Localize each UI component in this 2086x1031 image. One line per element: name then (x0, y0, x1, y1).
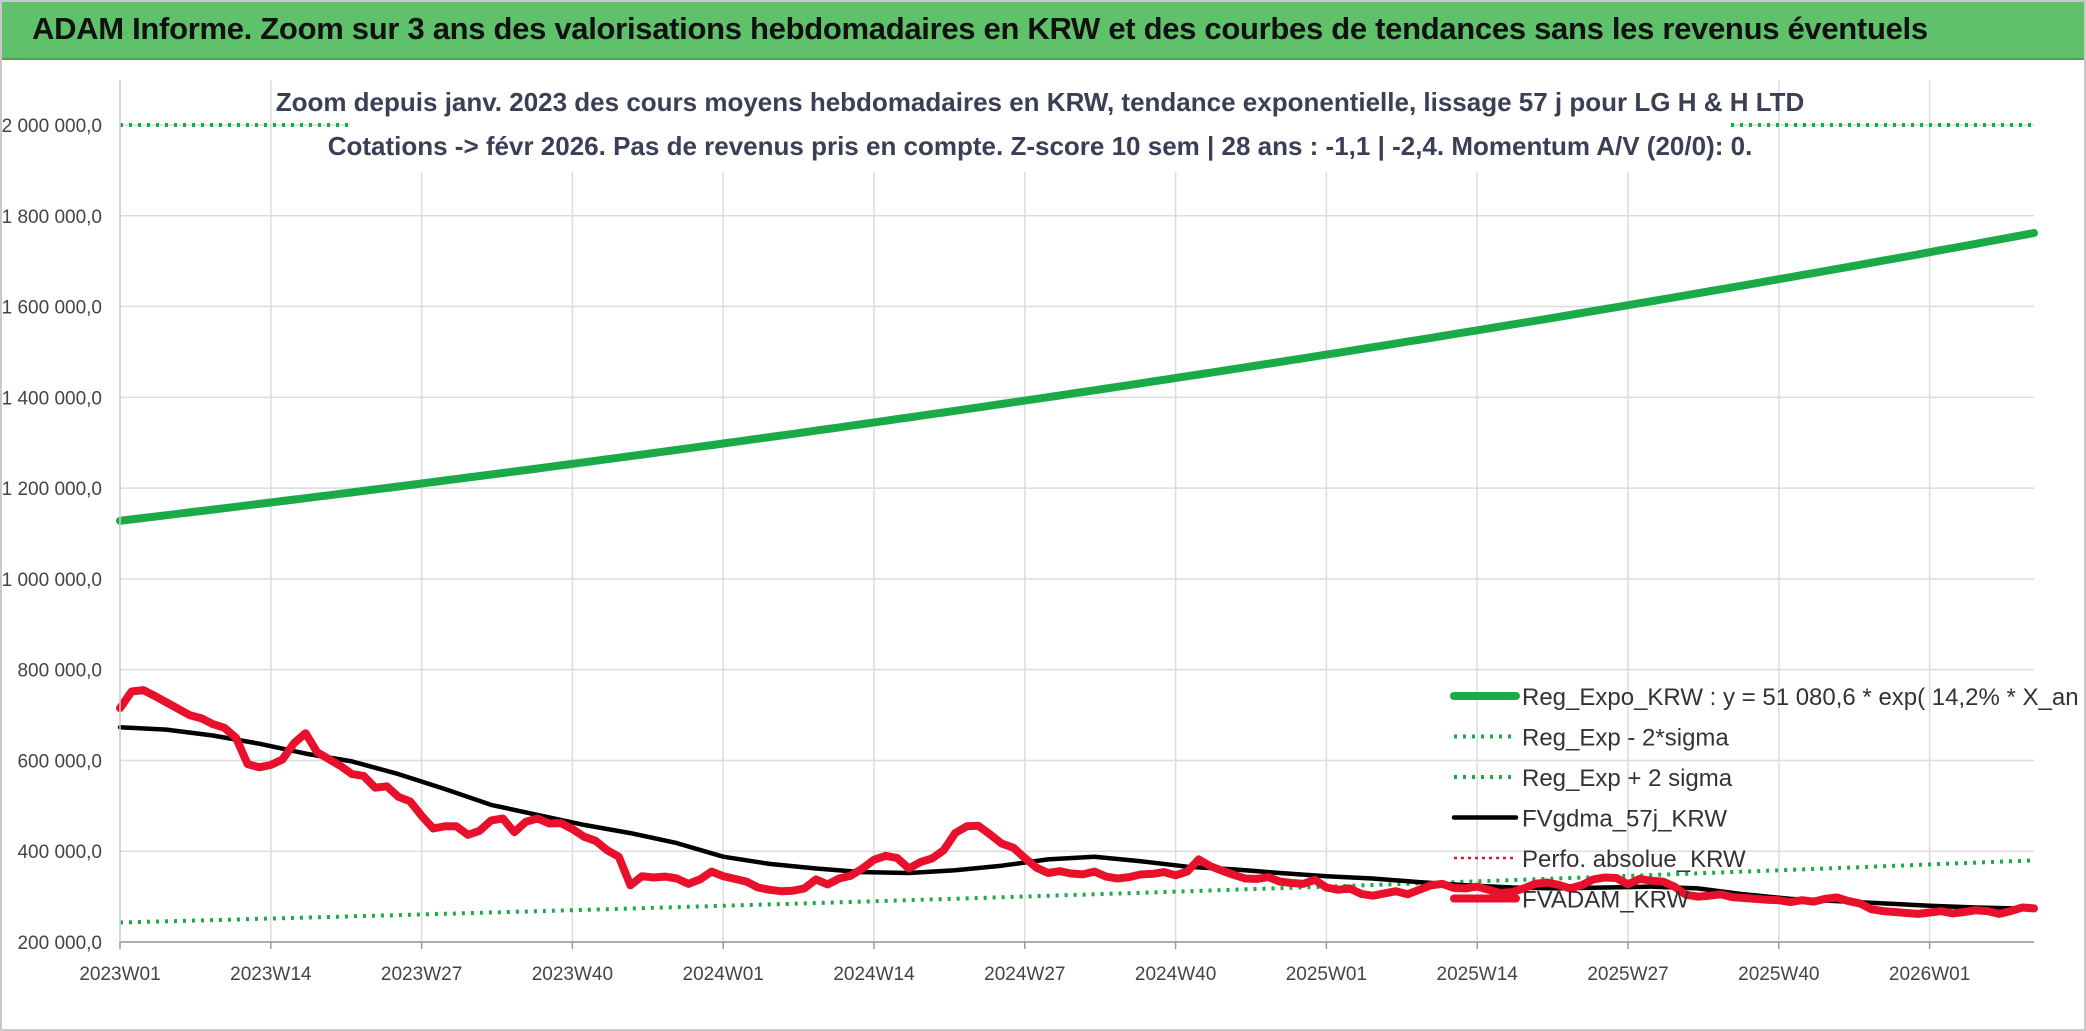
page-title: ADAM Informe. Zoom sur 3 ans des valoris… (32, 11, 1928, 46)
y-tick-label: 2 000 000,0 (2, 116, 102, 137)
legend-label-3: FVgdma_57j_KRW (1522, 806, 1727, 833)
x-tick-label: 2025W01 (1286, 964, 1367, 985)
y-tick-label: 800 000,0 (17, 661, 102, 682)
x-tick-label: 2025W14 (1437, 964, 1519, 985)
title-banner: ADAM Informe. Zoom sur 3 ans des valoris… (2, 2, 2084, 60)
series-line-3 (117, 725, 2037, 912)
y-tick-label: 600 000,0 (17, 751, 102, 772)
y-tick-label: 1 000 000,0 (2, 570, 102, 591)
legend-label-4: Perfo. absolue_KRW (1522, 846, 1746, 873)
x-tick-label: 2023W01 (79, 964, 160, 985)
y-tick-label: 200 000,0 (17, 933, 102, 954)
chart-legend: Reg_Expo_KRW : y = 51 080,6 * exp( 14,2%… (1450, 684, 2084, 914)
y-tick-label: 1 200 000,0 (2, 479, 102, 500)
x-tick-label: 2023W27 (381, 964, 462, 985)
x-tick-label: 2024W40 (1135, 964, 1216, 985)
y-tick-label: 1 600 000,0 (2, 298, 102, 319)
chart-axes: 200 000,0 400 000,0 600 000,0 800 000,0 1 00… (2, 80, 2034, 985)
x-tick-label: 2024W14 (833, 964, 915, 985)
x-tick-label: 2024W27 (984, 964, 1065, 985)
chart-series (116, 123, 2038, 925)
x-tick-label: 2026W01 (1889, 964, 1970, 985)
chart-subtitle: Zoom depuis janv. 2023 des cours moyens … (276, 78, 1805, 172)
subtitle-background (350, 78, 1730, 172)
y-tick-label: 1 400 000,0 (2, 388, 102, 409)
legend-label-2: Reg_Exp + 2 sigma (1522, 765, 1733, 792)
legend-label-5: FVADAM_KRW (1522, 887, 1689, 914)
y-tick-label: 400 000,0 (17, 842, 102, 863)
series-line-0 (116, 229, 2038, 525)
x-tick-label: 2023W14 (230, 964, 312, 985)
legend-label-1: Reg_Exp - 2*sigma (1522, 725, 1729, 752)
subtitle-line-1: Zoom depuis janv. 2023 des cours moyens … (276, 87, 1805, 117)
series-line-1 (119, 858, 2035, 925)
x-tick-label: 2025W27 (1587, 964, 1668, 985)
x-tick-label: 2023W40 (532, 964, 613, 985)
y-tick-label: 1 800 000,0 (2, 207, 102, 228)
x-tick-label: 2025W40 (1738, 964, 1819, 985)
chart-grid (119, 80, 2034, 943)
x-tick-label: 2024W01 (683, 964, 764, 985)
legend-label-0: Reg_Expo_KRW : y = 51 080,6 * exp( 14,2%… (1522, 684, 2084, 711)
subtitle-line-2: Cotations -> févr 2026. Pas de revenus p… (328, 131, 1753, 161)
series-line-5 (116, 686, 2038, 918)
